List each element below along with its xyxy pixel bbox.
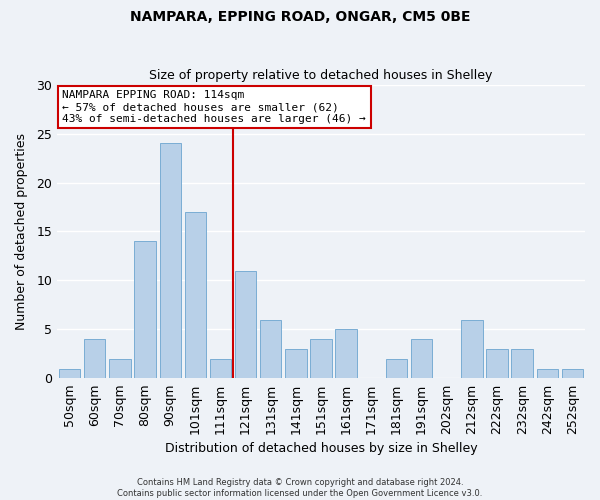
Bar: [310, 339, 332, 378]
Bar: [59, 368, 80, 378]
Bar: [411, 339, 432, 378]
Bar: [487, 349, 508, 378]
Text: NAMPARA, EPPING ROAD, ONGAR, CM5 0BE: NAMPARA, EPPING ROAD, ONGAR, CM5 0BE: [130, 10, 470, 24]
Bar: [235, 270, 256, 378]
Bar: [511, 349, 533, 378]
Bar: [536, 368, 558, 378]
Bar: [562, 368, 583, 378]
Bar: [109, 359, 131, 378]
Bar: [185, 212, 206, 378]
Bar: [386, 359, 407, 378]
Bar: [134, 242, 156, 378]
Bar: [335, 330, 357, 378]
Y-axis label: Number of detached properties: Number of detached properties: [15, 133, 28, 330]
Text: Contains HM Land Registry data © Crown copyright and database right 2024.
Contai: Contains HM Land Registry data © Crown c…: [118, 478, 482, 498]
Bar: [461, 320, 482, 378]
Bar: [210, 359, 231, 378]
Title: Size of property relative to detached houses in Shelley: Size of property relative to detached ho…: [149, 69, 493, 82]
X-axis label: Distribution of detached houses by size in Shelley: Distribution of detached houses by size …: [165, 442, 478, 455]
Bar: [160, 144, 181, 378]
Text: NAMPARA EPPING ROAD: 114sqm
← 57% of detached houses are smaller (62)
43% of sem: NAMPARA EPPING ROAD: 114sqm ← 57% of det…: [62, 90, 366, 124]
Bar: [285, 349, 307, 378]
Bar: [84, 339, 106, 378]
Bar: [260, 320, 281, 378]
